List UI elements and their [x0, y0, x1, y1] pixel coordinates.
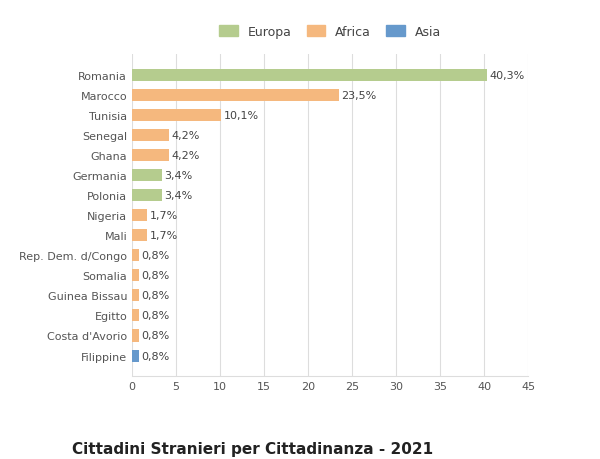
Text: 0,8%: 0,8% [142, 251, 170, 261]
Bar [132, 130, 169, 142]
Text: 40,3%: 40,3% [489, 71, 524, 81]
Bar [132, 250, 139, 262]
Text: Cittadini Stranieri per Cittadinanza - 2021: Cittadini Stranieri per Cittadinanza - 2… [72, 441, 433, 456]
Bar [132, 190, 162, 202]
Text: 0,8%: 0,8% [142, 311, 170, 321]
Text: 1,7%: 1,7% [149, 231, 178, 241]
Text: 1,7%: 1,7% [149, 211, 178, 221]
Text: 4,2%: 4,2% [172, 131, 200, 141]
Bar [132, 310, 139, 322]
Text: 0,8%: 0,8% [142, 331, 170, 341]
Bar [132, 350, 139, 362]
Bar [132, 330, 139, 342]
Text: 3,4%: 3,4% [164, 171, 193, 181]
Text: 0,8%: 0,8% [142, 271, 170, 281]
Bar [132, 270, 139, 282]
Text: 0,8%: 0,8% [142, 291, 170, 301]
Bar [132, 150, 169, 162]
Bar [132, 90, 339, 102]
Bar [132, 70, 487, 82]
Text: 23,5%: 23,5% [341, 91, 377, 101]
Text: 4,2%: 4,2% [172, 151, 200, 161]
Bar [132, 110, 221, 122]
Bar [132, 230, 147, 242]
Legend: Europa, Africa, Asia: Europa, Africa, Asia [212, 20, 448, 45]
Bar [132, 290, 139, 302]
Bar [132, 170, 162, 182]
Text: 3,4%: 3,4% [164, 191, 193, 201]
Text: 0,8%: 0,8% [142, 351, 170, 361]
Bar [132, 210, 147, 222]
Text: 10,1%: 10,1% [224, 111, 259, 121]
